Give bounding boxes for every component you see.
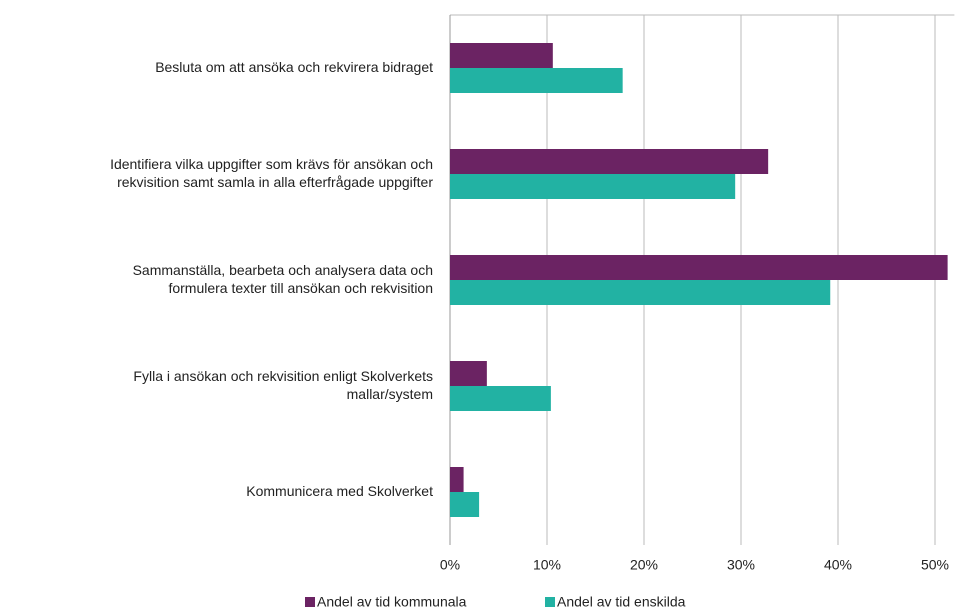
x-tick-label: 50% <box>921 557 949 573</box>
y-tick-label: Sammanställa, bearbeta och analysera dat… <box>133 262 433 296</box>
label-line: Fylla i ansökan och rekvisition enligt S… <box>133 368 433 384</box>
bar <box>450 174 736 199</box>
label-line: Kommunicera med Skolverket <box>246 483 433 499</box>
x-tick-label: 30% <box>727 557 755 573</box>
bar <box>450 492 480 517</box>
legend-label: Andel av tid kommunala <box>317 594 467 610</box>
y-tick-label: Identifiera vilka uppgifter som krävs fö… <box>110 156 433 190</box>
label-line: Besluta om att ansöka och rekvirera bidr… <box>155 59 433 75</box>
bar <box>450 43 553 68</box>
bar <box>450 386 551 411</box>
bar <box>450 467 464 492</box>
x-tick-label: 10% <box>533 557 561 573</box>
y-tick-label: Fylla i ansökan och rekvisition enligt S… <box>133 368 433 402</box>
y-tick-label: Kommunicera med Skolverket <box>246 483 433 499</box>
label-line: Identifiera vilka uppgifter som krävs fö… <box>110 156 433 172</box>
label-line: mallar/system <box>347 386 433 402</box>
bar <box>450 255 948 280</box>
label-line: formulera texter till ansökan och rekvis… <box>168 280 433 296</box>
legend-swatch <box>305 597 315 607</box>
legend-swatch <box>545 597 555 607</box>
legend-label: Andel av tid enskilda <box>557 594 686 610</box>
bar <box>450 361 487 386</box>
x-tick-label: 40% <box>824 557 852 573</box>
bar <box>450 280 831 305</box>
bar <box>450 68 623 93</box>
label-line: rekvisition samt samla in alla efterfråg… <box>117 174 433 190</box>
bar <box>450 149 769 174</box>
x-tick-label: 0% <box>440 557 460 573</box>
x-tick-label: 20% <box>630 557 658 573</box>
label-line: Sammanställa, bearbeta och analysera dat… <box>133 262 433 278</box>
y-tick-label: Besluta om att ansöka och rekvirera bidr… <box>155 59 433 75</box>
